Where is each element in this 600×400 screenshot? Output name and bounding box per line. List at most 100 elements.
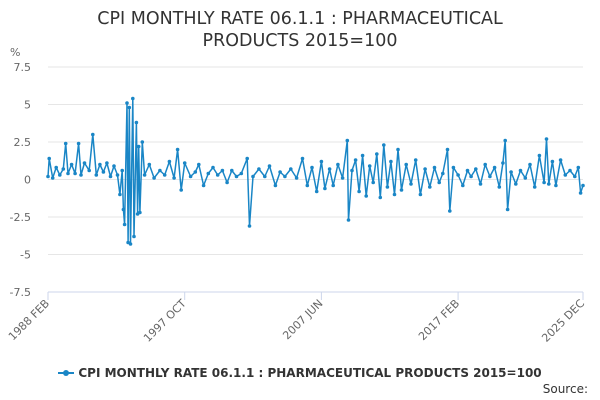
data-point xyxy=(105,161,109,165)
data-point xyxy=(523,176,528,180)
data-point xyxy=(445,147,450,152)
data-point xyxy=(251,174,255,179)
data-point xyxy=(371,180,376,185)
data-point xyxy=(206,171,211,176)
data-point xyxy=(346,218,351,222)
data-point xyxy=(547,182,551,186)
data-point xyxy=(392,192,397,197)
data-point xyxy=(87,168,91,173)
data-point xyxy=(465,168,470,173)
y-tick-label: -2.5 xyxy=(10,211,31,224)
data-point xyxy=(578,191,583,195)
data-point xyxy=(389,159,393,164)
data-point xyxy=(532,185,537,189)
data-point xyxy=(581,183,585,188)
data-point xyxy=(175,147,180,152)
data-point xyxy=(357,189,361,194)
data-point xyxy=(247,224,252,228)
data-point xyxy=(503,138,508,143)
data-point xyxy=(120,168,124,173)
data-point xyxy=(323,186,327,191)
data-point xyxy=(267,164,272,168)
data-point xyxy=(182,161,187,165)
y-tick-label: 7.5 xyxy=(14,61,32,74)
data-point xyxy=(474,167,478,171)
data-point xyxy=(50,176,55,180)
data-point xyxy=(418,192,423,197)
data-point xyxy=(54,165,58,170)
data-point xyxy=(257,167,261,171)
data-point xyxy=(382,143,386,147)
data-point xyxy=(364,194,369,198)
data-point xyxy=(215,173,220,177)
data-point xyxy=(294,176,299,180)
data-point xyxy=(518,168,523,173)
data-point xyxy=(58,173,62,177)
data-point xyxy=(220,168,225,173)
y-tick-label: -5 xyxy=(20,249,31,262)
data-point xyxy=(98,162,102,167)
data-point xyxy=(385,185,390,189)
data-point xyxy=(514,182,518,186)
y-tick-label: 0 xyxy=(24,174,31,187)
data-point xyxy=(448,209,452,213)
x-tick-label: 1988 FEB xyxy=(6,297,52,343)
data-point xyxy=(331,183,336,188)
data-point xyxy=(245,156,249,161)
data-point xyxy=(469,174,473,179)
data-point xyxy=(345,138,350,143)
data-point xyxy=(576,165,581,170)
data-point xyxy=(225,180,229,185)
y-tick-label: -7.5 xyxy=(10,286,31,299)
data-point xyxy=(201,183,206,188)
data-point xyxy=(542,180,546,185)
data-point xyxy=(441,171,445,176)
series-layer xyxy=(46,96,585,246)
chart-title-line-1: CPI MONTHLY RATE 06.1.1 : PHARMACEUTICAL xyxy=(97,9,503,29)
chart-title: CPI MONTHLY RATE 06.1.1 : PHARMACEUTICAL… xyxy=(0,8,600,52)
data-point xyxy=(158,168,162,173)
x-tick-label: 1997 OCT xyxy=(141,297,189,345)
series-line xyxy=(47,97,584,245)
chart-title-line-2: PRODUCTS 2015=100 xyxy=(202,31,398,51)
data-point xyxy=(497,185,502,189)
data-point xyxy=(340,176,345,180)
data-point xyxy=(437,180,442,185)
data-point xyxy=(319,159,324,164)
legend-label: CPI MONTHLY RATE 06.1.1 : PHARMACEUTICAL… xyxy=(78,366,542,380)
data-point xyxy=(47,156,51,161)
data-point xyxy=(501,161,505,165)
data-point xyxy=(263,174,267,179)
legend-line-marker-icon xyxy=(58,368,75,378)
data-point xyxy=(82,161,87,165)
data-point xyxy=(91,132,95,137)
data-point xyxy=(310,165,314,170)
data-point xyxy=(46,174,50,179)
data-point xyxy=(73,171,77,176)
data-point xyxy=(230,168,234,173)
data-point xyxy=(131,96,135,101)
data-point xyxy=(69,162,74,167)
data-point xyxy=(375,152,379,156)
data-point xyxy=(300,156,305,161)
data-point xyxy=(128,242,133,246)
legend[interactable]: CPI MONTHLY RATE 06.1.1 : PHARMACEUTICAL… xyxy=(0,366,600,381)
data-point xyxy=(136,144,141,149)
data-point xyxy=(399,188,404,192)
data-point xyxy=(289,167,293,171)
data-point xyxy=(61,167,66,171)
data-point xyxy=(305,183,310,188)
data-point xyxy=(456,173,460,177)
data-point xyxy=(118,192,122,197)
data-point xyxy=(568,168,572,173)
data-point xyxy=(509,170,513,174)
data-point xyxy=(360,153,365,158)
data-point xyxy=(478,182,483,186)
data-point xyxy=(134,120,139,125)
data-point xyxy=(396,147,400,152)
data-point xyxy=(283,174,287,179)
data-point xyxy=(558,158,563,162)
data-point xyxy=(179,188,183,192)
data-point xyxy=(162,173,167,177)
data-point xyxy=(550,159,555,164)
